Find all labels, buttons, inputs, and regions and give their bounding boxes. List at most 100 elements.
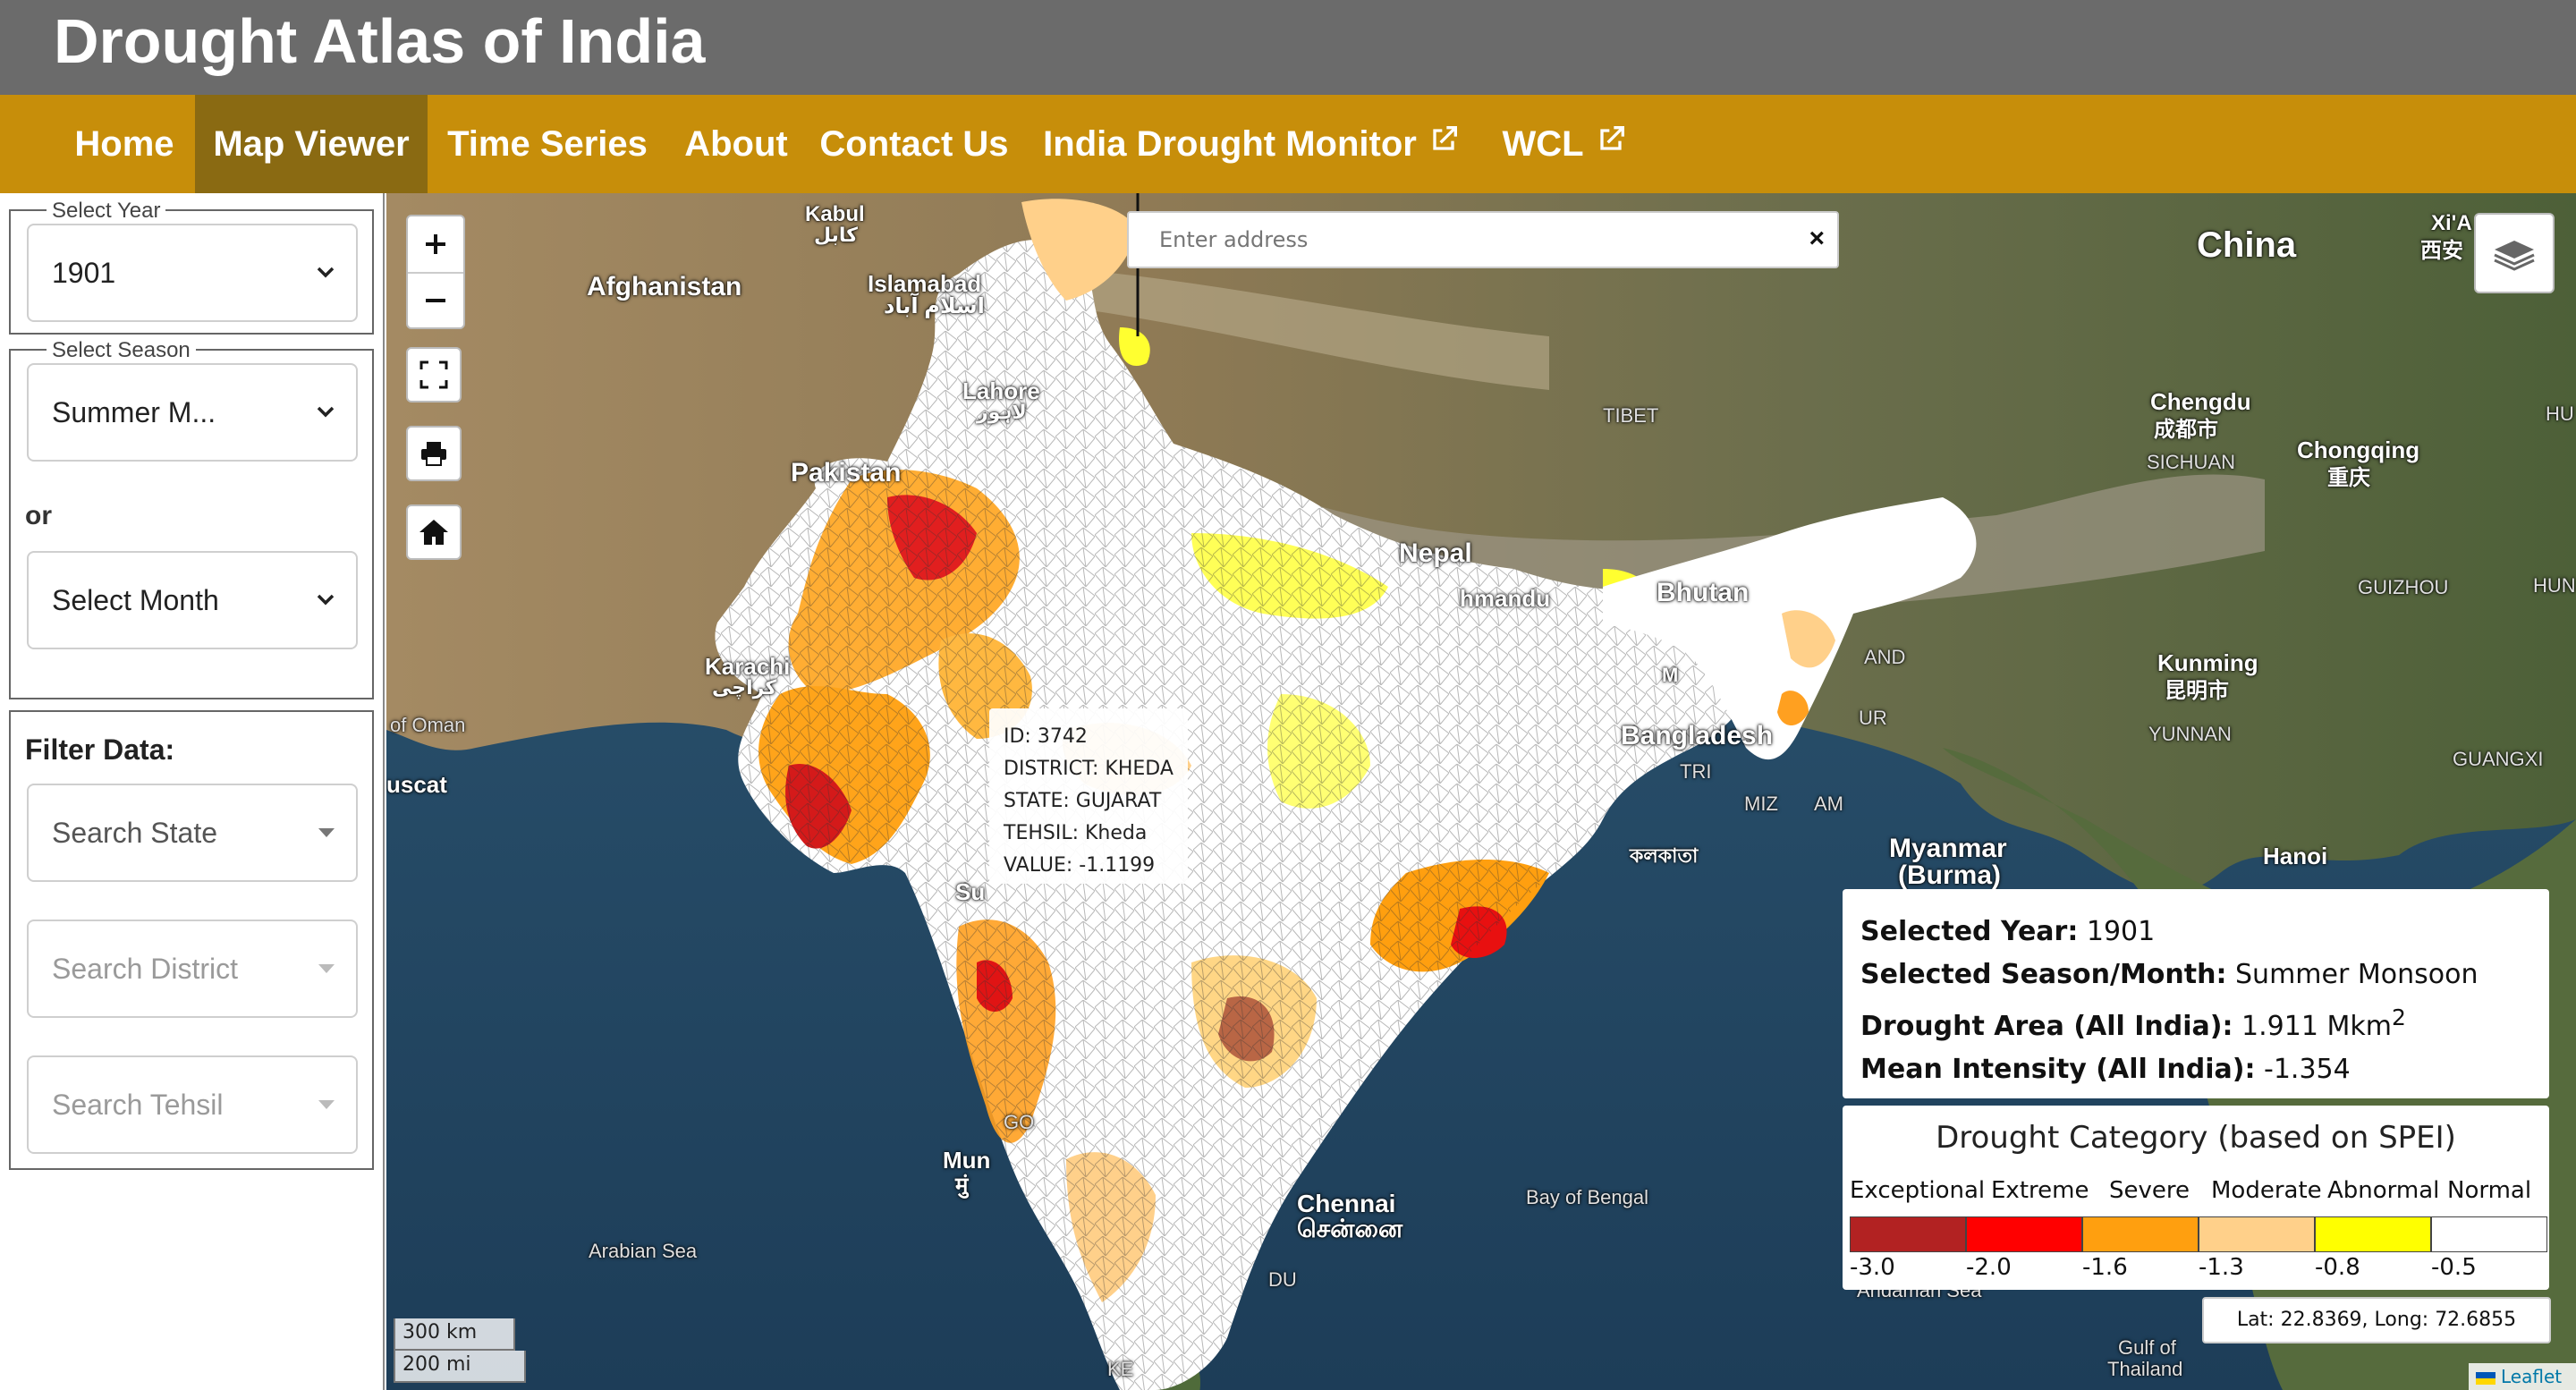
nav-india-drought-monitor[interactable]: India Drought Monitor (1038, 95, 1467, 193)
label-kabul-local: کابل (814, 224, 858, 246)
label-kabul: Kabul (805, 202, 865, 226)
label-xian-local: 西安 (2420, 239, 2463, 263)
ukraine-flag-icon (2476, 1371, 2496, 1385)
label-and: AND (1864, 646, 1906, 668)
legend-value-exceptional: -3.0 (1850, 1254, 1895, 1281)
month-select[interactable]: Select Month (27, 551, 358, 649)
label-mumbai-local: मुं (955, 1174, 969, 1198)
chevron-down-icon (315, 261, 336, 287)
label-karachi: Karachi (705, 653, 791, 680)
label-bhutan: Bhutan (1657, 578, 1750, 607)
selected-season-row: Selected Season/Month: Summer Monsoon (1860, 959, 2479, 990)
label-chongqing-local: 重庆 (2327, 466, 2370, 490)
scale-bar-mi: 200 mi (394, 1351, 526, 1383)
label-arabian-sea: Arabian Sea (589, 1240, 698, 1262)
caret-down-icon (317, 962, 336, 979)
year-legend: Select Year (47, 199, 166, 224)
zoom-in-button[interactable] (408, 216, 463, 272)
label-hun: HUN (2533, 574, 2576, 597)
season-select-value: Summer M... (52, 396, 216, 428)
nav-about[interactable]: About (684, 124, 788, 164)
fullscreen-button[interactable] (406, 347, 462, 403)
label-hanoi: Hanoi (2263, 843, 2328, 869)
season-select[interactable]: Summer M... (27, 363, 358, 462)
nav-home[interactable]: Home (74, 124, 174, 164)
label-ke: KE (1107, 1358, 1134, 1380)
tooltip-state: STATE: GUJARAT (1004, 790, 1162, 812)
label-kunming: Kunming (2157, 649, 2258, 676)
label-am: AM (1814, 792, 1843, 815)
label-guangxi: GUANGXI (2453, 748, 2544, 770)
label-bangladesh: Bangladesh (1621, 721, 1774, 750)
clear-address-icon[interactable]: × (1809, 224, 1825, 253)
nav-map-viewer[interactable]: Map Viewer (195, 95, 428, 193)
label-gulf-thailand: Gulf of (2118, 1336, 2176, 1359)
label-pakistan: Pakistan (791, 458, 902, 487)
label-tri: TRI (1680, 760, 1712, 783)
home-extent-button[interactable] (406, 504, 462, 560)
label-hu: HU (2546, 403, 2574, 425)
legend-swatch-normal (2431, 1216, 2547, 1252)
leaflet-link[interactable]: Leaflet (2501, 1366, 2563, 1387)
label-nepal: Nepal (1399, 538, 1472, 568)
tooltip-value: VALUE: -1.1199 (1004, 854, 1156, 877)
selected-season-value: Summer Monsoon (2235, 959, 2479, 990)
print-button[interactable] (406, 426, 462, 481)
year-fieldset: Select Year 1901 (9, 199, 374, 335)
label-guizhou: GUIZHOU (2358, 576, 2449, 598)
drought-area-value: 1.911 Mkm (2241, 1011, 2392, 1042)
tooltip-tehsil: TEHSIL: Kheda (1004, 822, 1148, 844)
label-kolkata-local: কলকাতা (1630, 844, 1699, 867)
legend-label-normal: Normal (2447, 1177, 2532, 1204)
label-ur: UR (1859, 707, 1887, 729)
nav-contact-us[interactable]: Contact Us (819, 124, 1009, 164)
season-legend: Select Season (47, 338, 196, 363)
year-select[interactable]: 1901 (27, 224, 358, 322)
label-islamabad: Islamabad (868, 270, 982, 297)
drought-legend: Drought Category (based on SPEI) Excepti… (1843, 1106, 2549, 1290)
address-search: × (1127, 211, 1839, 268)
label-china: China (2197, 225, 2297, 265)
app-header: Drought Atlas of India (0, 0, 2576, 95)
layers-button[interactable] (2474, 213, 2555, 293)
leaflet-attribution[interactable]: Leaflet (2469, 1363, 2576, 1390)
legend-swatch-extreme (1966, 1216, 2082, 1252)
address-search-input[interactable] (1129, 213, 1791, 267)
label-kathmandu: hmandu (1460, 585, 1551, 612)
label-kunming-local: 昆明市 (2165, 679, 2229, 703)
label-mumbai: Mun (943, 1147, 991, 1174)
print-icon (421, 442, 446, 466)
district-search-placeholder: Search District (52, 953, 239, 985)
nav-wcl[interactable]: WCL (1494, 95, 1637, 193)
legend-label-exceptional: Exceptional (1850, 1177, 1986, 1204)
plus-icon (426, 234, 445, 254)
mean-intensity-row: Mean Intensity (All India): -1.354 (1860, 1054, 2351, 1085)
tehsil-search-select[interactable]: Search Tehsil (27, 1055, 358, 1154)
label-xian: Xi'A (2431, 211, 2472, 235)
legend-label-moderate: Moderate (2211, 1177, 2322, 1204)
month-select-value: Select Month (52, 584, 219, 616)
feature-tooltip: ID: 3742 DISTRICT: KHEDA STATE: GUJARAT … (989, 708, 1188, 884)
nav-time-series[interactable]: Time Series (447, 124, 648, 164)
filter-title: Filter Data: (25, 733, 175, 766)
drought-area-unit-sup: 2 (2391, 1004, 2406, 1030)
state-search-select[interactable]: Search State (27, 784, 358, 882)
or-label: or (25, 501, 52, 530)
fullscreen-icon (419, 360, 448, 389)
scale-bar-km: 300 km (394, 1318, 515, 1351)
zoom-out-button[interactable] (408, 272, 463, 327)
caret-down-icon (317, 1098, 336, 1115)
district-search-select[interactable]: Search District (27, 920, 358, 1018)
legend-value-extreme: -2.0 (1966, 1254, 2012, 1281)
chevron-down-icon (315, 589, 336, 614)
label-lahore: Lahore (962, 377, 1040, 404)
label-bay-of-bengal: Bay of Bengal (1526, 1186, 1648, 1208)
legend-title: Drought Category (based on SPEI) (1936, 1120, 2456, 1156)
map-view[interactable]: Kabul کابل Afghanistan Islamabad اسلام آ… (386, 193, 2576, 1390)
label-miz: MIZ (1744, 792, 1778, 815)
minus-icon (426, 299, 445, 302)
legend-value-moderate: -1.3 (2199, 1254, 2244, 1281)
label-sichuan: SICHUAN (2147, 451, 2236, 473)
label-m: M (1662, 664, 1679, 686)
cursor-coordinates: Lat: 22.8369, Long: 72.6855 (2202, 1297, 2551, 1343)
